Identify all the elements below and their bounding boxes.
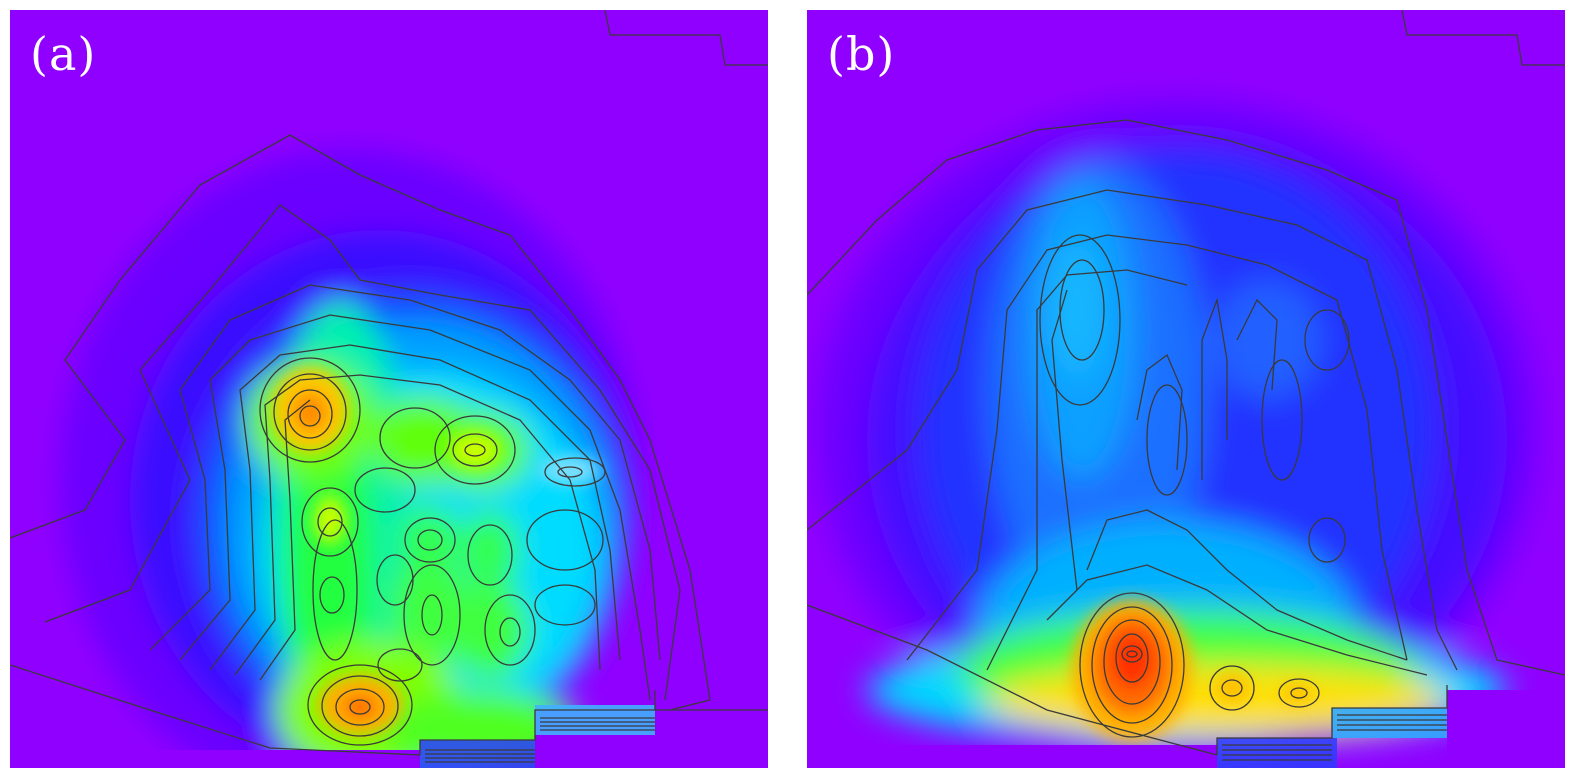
hot-spots (1072, 600, 1313, 740)
panel-label-a: (a) (30, 27, 96, 81)
contour-plot-a: (a) (10, 10, 768, 768)
hot-spots (272, 368, 600, 735)
contour-plot-b: (b) (807, 10, 1565, 768)
contour-plot-panel-b: (b) (807, 10, 1565, 768)
contour-lines (807, 10, 1565, 761)
panel-label-b: (b) (827, 27, 895, 81)
contour-plot-panel-a: (a) (10, 10, 768, 768)
contour-lines (10, 10, 768, 763)
